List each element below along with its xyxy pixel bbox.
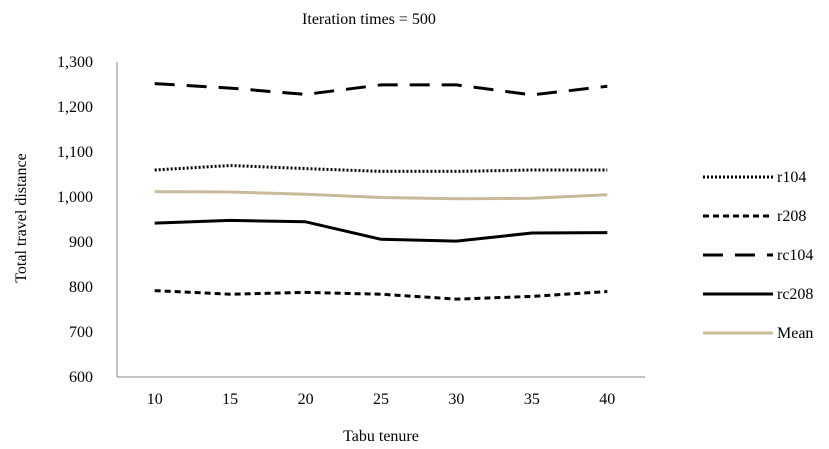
series-line-r208	[154, 289, 608, 301]
series-line-mean	[154, 190, 608, 201]
legend-label-rc104: rc104	[777, 247, 813, 264]
series-lines	[154, 82, 608, 301]
legend-label-r208: r208	[777, 208, 806, 225]
series-line-rc208	[154, 218, 608, 243]
legend-label-rc208: rc208	[777, 286, 813, 303]
legend-label-r104: r104	[777, 169, 806, 186]
series-line-rc104	[154, 82, 608, 97]
y-tick-label: 1,100	[57, 144, 93, 161]
y-tick-label: 1,200	[57, 99, 93, 116]
x-tick-label: 35	[524, 391, 540, 408]
chart-title: Iteration times = 500	[302, 11, 436, 28]
x-tick-label: 25	[373, 391, 389, 408]
x-tick-label: 15	[222, 391, 238, 408]
x-tick-label: 40	[599, 391, 615, 408]
y-tick-label: 900	[69, 234, 93, 251]
y-tick-labels: 600 700 800 900 1,000 1,100 1,200 1,300	[57, 54, 93, 386]
x-tick-label: 30	[448, 391, 464, 408]
series-line-r104	[154, 164, 608, 173]
x-tick-labels: 10 15 20 25 30 35 40	[147, 391, 616, 408]
y-axis-label: Total travel distance	[13, 153, 30, 283]
y-tick-label: 800	[69, 279, 93, 296]
y-tick-label: 1,300	[57, 54, 93, 71]
legend-label-mean: Mean	[777, 325, 813, 342]
legend: r104 r208 rc104 rc208 Mean	[703, 169, 813, 342]
x-axis-label: Tabu tenure	[343, 428, 419, 445]
y-tick-label: 1,000	[57, 189, 93, 206]
y-tick-label: 600	[69, 369, 93, 386]
x-tick-label: 10	[147, 391, 163, 408]
x-tick-label: 20	[298, 391, 314, 408]
y-tick-label: 700	[69, 324, 93, 341]
